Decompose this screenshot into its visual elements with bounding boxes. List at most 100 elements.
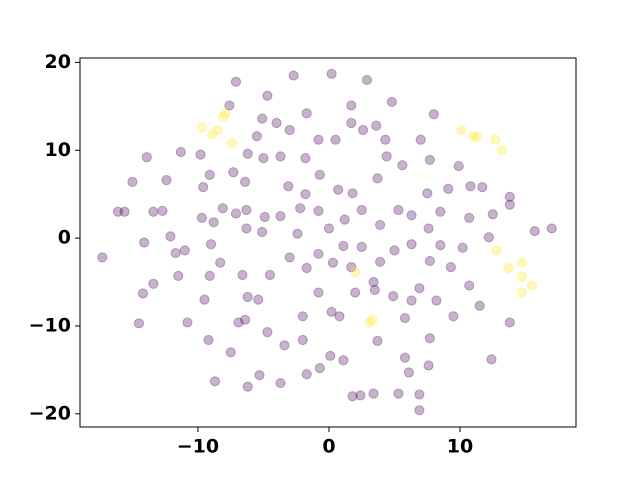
point — [424, 333, 435, 344]
point — [253, 294, 264, 305]
point — [196, 122, 207, 133]
point — [428, 109, 439, 120]
point — [338, 240, 349, 252]
point — [367, 314, 378, 325]
point — [483, 232, 494, 243]
point — [346, 262, 357, 273]
point — [369, 284, 380, 296]
point — [165, 231, 176, 242]
point — [313, 205, 324, 216]
x-tick-label: 0 — [322, 436, 335, 458]
point — [393, 388, 404, 399]
point — [414, 405, 425, 416]
point — [233, 317, 244, 328]
point — [284, 252, 295, 263]
point — [217, 111, 228, 122]
point — [388, 290, 399, 302]
point — [334, 311, 345, 322]
point — [295, 203, 306, 214]
plot-frame — [79, 57, 577, 428]
point — [487, 209, 498, 220]
point — [380, 134, 391, 145]
point — [204, 270, 215, 281]
point — [127, 176, 138, 187]
point — [148, 278, 159, 289]
point — [97, 252, 108, 263]
point — [381, 151, 392, 162]
point — [371, 120, 382, 131]
point — [414, 389, 425, 400]
point — [279, 340, 290, 351]
point — [271, 117, 282, 129]
point — [347, 188, 358, 199]
point — [443, 183, 454, 195]
point — [217, 203, 228, 214]
point — [477, 182, 488, 193]
point — [457, 242, 468, 253]
point — [119, 206, 130, 217]
point — [527, 280, 538, 291]
point — [516, 257, 527, 268]
point — [262, 90, 273, 101]
point — [275, 377, 286, 389]
point — [435, 206, 446, 217]
point — [112, 206, 124, 217]
point — [471, 131, 483, 143]
point — [275, 151, 286, 162]
point — [220, 108, 231, 119]
point — [182, 317, 193, 328]
point — [406, 210, 417, 221]
point — [297, 334, 308, 346]
point — [226, 138, 238, 149]
point — [529, 225, 540, 237]
point — [496, 145, 508, 156]
point — [241, 223, 252, 234]
point — [464, 212, 475, 223]
point — [133, 318, 145, 329]
point — [346, 117, 357, 129]
point — [333, 184, 344, 195]
point — [504, 317, 515, 328]
y-tick-label: 0 — [58, 227, 71, 249]
point — [415, 134, 426, 145]
point — [301, 262, 312, 274]
point — [423, 360, 434, 371]
point — [207, 129, 218, 140]
point — [414, 283, 425, 294]
point — [325, 350, 336, 361]
point — [503, 262, 514, 274]
point — [357, 124, 369, 136]
point — [242, 381, 253, 392]
point — [240, 176, 251, 187]
point — [275, 211, 286, 222]
point — [204, 169, 215, 180]
point — [448, 311, 459, 322]
point — [292, 228, 303, 239]
point — [224, 100, 235, 111]
point — [453, 160, 464, 172]
point — [347, 391, 358, 402]
point — [314, 363, 325, 374]
point — [516, 271, 527, 282]
point — [423, 223, 434, 234]
point — [326, 306, 337, 318]
point — [170, 247, 181, 259]
point — [258, 153, 269, 164]
point — [228, 167, 239, 178]
point — [364, 317, 375, 328]
point — [374, 219, 386, 231]
point — [399, 312, 411, 324]
point — [300, 189, 311, 200]
point — [157, 205, 168, 216]
point — [368, 276, 379, 288]
point — [259, 211, 270, 223]
point — [374, 256, 386, 267]
point — [372, 335, 383, 346]
point — [486, 354, 497, 365]
point — [242, 291, 253, 303]
point — [230, 208, 242, 219]
point — [139, 237, 150, 248]
point — [175, 146, 187, 158]
y-tick-label: 10 — [45, 139, 71, 161]
